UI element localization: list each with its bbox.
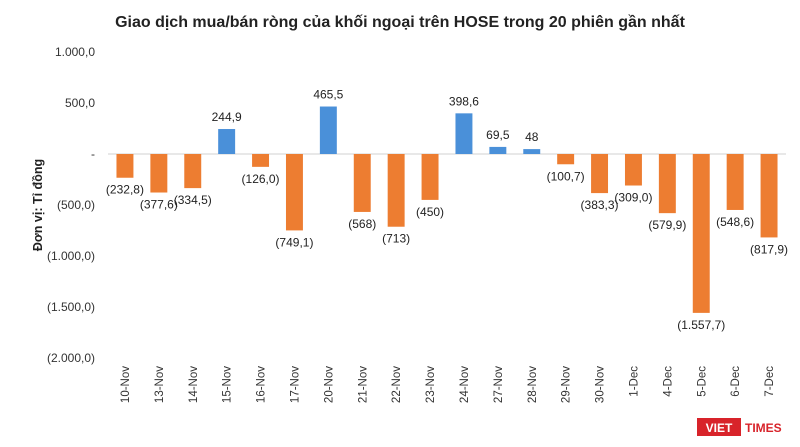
y-tick-label: (2.000,0) (47, 351, 95, 365)
bar (624, 154, 642, 186)
data-label: 244,9 (212, 110, 242, 124)
y-tick-label: 500,0 (65, 96, 95, 110)
data-label: (232,8) (106, 183, 144, 197)
data-label: (1.557,7) (677, 318, 725, 332)
bar (658, 154, 676, 214)
bar (353, 154, 371, 212)
x-tick-label: 4-Dec (662, 366, 674, 397)
x-tick-label: 16-Nov (256, 366, 268, 403)
data-label: (713) (382, 232, 410, 246)
bar (150, 154, 168, 193)
data-labels: (232,8)(377,6)(334,5) 244,9 (126,0) (749,1)… (106, 88, 788, 332)
data-label: (568) (348, 217, 376, 231)
y-tick-label: (1.000,0) (47, 249, 95, 263)
data-label: (817,9) (750, 242, 788, 256)
bar (692, 154, 710, 313)
data-label: (450) (416, 205, 444, 219)
bar (421, 154, 439, 200)
x-tick-label: 28-Nov (527, 366, 539, 403)
logo-sub-text: TIMES (745, 421, 782, 435)
chart-title: Giao dịch mua/bán ròng của khối ngoại tr… (115, 14, 686, 31)
data-label: (749,1) (275, 235, 313, 249)
x-tick-label: 1-Dec (628, 366, 640, 397)
x-tick-label: 23-Nov (425, 366, 437, 403)
x-tick-label: 22-Nov (391, 366, 403, 403)
x-tick-label: 20-Nov (323, 366, 335, 403)
bar (116, 154, 134, 178)
y-tick-label: - (91, 147, 95, 161)
x-axis: 10-Nov 13-Nov 14-Nov 15-Nov 16-Nov 17-Nov 20-N… (120, 366, 776, 403)
data-label: (377,6) (140, 198, 178, 212)
y-axis: 1.000,0 500,0 - (500,0) (1.000,0) (1.500,0) (2… (47, 45, 95, 365)
x-tick-label: 24-Nov (459, 366, 471, 403)
x-tick-label: 27-Nov (493, 366, 505, 403)
x-tick-label: 21-Nov (357, 366, 369, 403)
bar (557, 154, 575, 165)
bar (455, 113, 473, 154)
x-tick-label: 7-Dec (764, 366, 776, 397)
data-label: 69,5 (486, 128, 510, 142)
x-tick-label: 30-Nov (595, 366, 607, 403)
bar (184, 154, 202, 189)
bar (252, 154, 270, 167)
bar (218, 129, 236, 154)
bar (387, 154, 405, 227)
x-tick-label: 13-Nov (154, 366, 166, 403)
data-label: (334,5) (174, 193, 212, 207)
bar (319, 106, 337, 154)
x-tick-label: 14-Nov (188, 366, 200, 403)
data-label: (309,0) (614, 191, 652, 205)
y-tick-label: 1.000,0 (55, 45, 95, 59)
x-tick-label: 6-Dec (730, 366, 742, 397)
y-tick-label: (1.500,0) (47, 300, 95, 314)
viettimes-logo: VIET TIMES (697, 418, 782, 436)
y-axis-label: Đơn vị: Tỉ đồng (31, 159, 45, 251)
bar (726, 154, 744, 210)
bar (489, 146, 507, 154)
data-label: (579,9) (648, 218, 686, 232)
data-label: 398,6 (449, 94, 479, 108)
data-label: (548,6) (716, 215, 754, 229)
data-label: (126,0) (242, 172, 280, 186)
data-label: (383,3) (581, 198, 619, 212)
bar (523, 149, 541, 154)
bar (591, 154, 609, 194)
bars (116, 106, 778, 313)
x-tick-label: 15-Nov (222, 366, 234, 403)
x-tick-label: 17-Nov (289, 366, 301, 403)
data-label: 48 (525, 130, 539, 144)
data-label: (100,7) (547, 169, 585, 183)
y-tick-label: (500,0) (57, 198, 95, 212)
logo-main-text: VIET (706, 421, 733, 435)
x-tick-label: 5-Dec (696, 366, 708, 397)
data-label: 465,5 (313, 88, 343, 102)
bar (760, 154, 778, 238)
x-tick-label: 29-Nov (561, 366, 573, 403)
x-tick-label: 10-Nov (120, 366, 132, 403)
bar (285, 154, 303, 231)
logo-badge (697, 418, 741, 436)
